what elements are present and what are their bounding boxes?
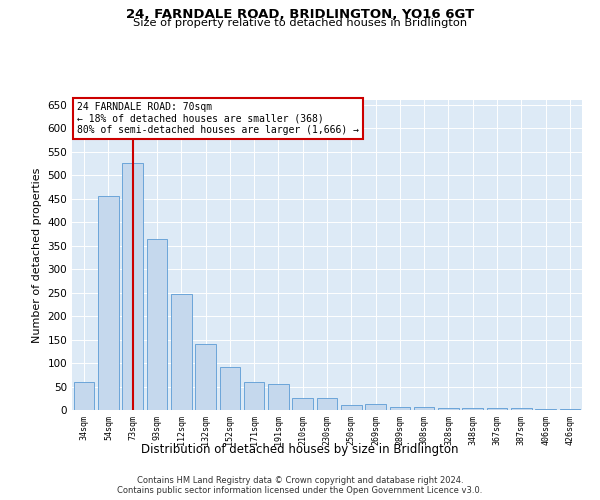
Text: Distribution of detached houses by size in Bridlington: Distribution of detached houses by size …	[141, 442, 459, 456]
Y-axis label: Number of detached properties: Number of detached properties	[32, 168, 42, 342]
Bar	[220, 367, 240, 410]
Bar	[195, 344, 216, 410]
Bar	[146, 238, 167, 410]
Bar	[341, 406, 362, 410]
Bar	[389, 406, 410, 410]
Bar	[268, 384, 289, 410]
Bar	[414, 407, 434, 410]
Bar	[74, 382, 94, 410]
Bar	[463, 408, 483, 410]
Bar	[98, 196, 119, 410]
Text: Contains public sector information licensed under the Open Government Licence v3: Contains public sector information licen…	[118, 486, 482, 495]
Bar	[292, 398, 313, 410]
Bar	[317, 398, 337, 410]
Bar	[535, 408, 556, 410]
Text: 24 FARNDALE ROAD: 70sqm
← 18% of detached houses are smaller (368)
80% of semi-d: 24 FARNDALE ROAD: 70sqm ← 18% of detache…	[77, 102, 359, 134]
Text: 24, FARNDALE ROAD, BRIDLINGTON, YO16 6GT: 24, FARNDALE ROAD, BRIDLINGTON, YO16 6GT	[126, 8, 474, 20]
Bar	[365, 404, 386, 410]
Bar	[244, 382, 265, 410]
Bar	[511, 408, 532, 410]
Text: Size of property relative to detached houses in Bridlington: Size of property relative to detached ho…	[133, 18, 467, 28]
Text: Contains HM Land Registry data © Crown copyright and database right 2024.: Contains HM Land Registry data © Crown c…	[137, 476, 463, 485]
Bar	[438, 408, 459, 410]
Bar	[560, 408, 580, 410]
Bar	[122, 164, 143, 410]
Bar	[487, 408, 508, 410]
Bar	[171, 294, 191, 410]
